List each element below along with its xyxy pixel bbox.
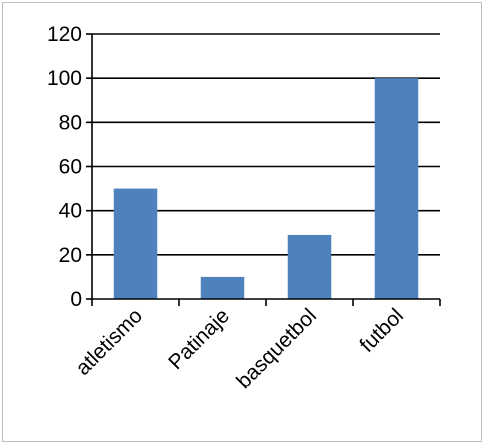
y-tick-label-20: 20 [59, 244, 82, 267]
y-tick-label-40: 40 [59, 200, 82, 223]
x-category-label-atletismo: atletismo [71, 304, 147, 380]
y-tick-labels: 0 20 40 60 80 100 120 [47, 23, 92, 311]
bar-Patinaje [200, 276, 245, 299]
bar-futbol [374, 78, 419, 300]
bar-atletismo [113, 188, 158, 299]
x-category-label-basquetbol: basquetbol [232, 304, 321, 393]
bars [113, 78, 419, 300]
y-tick-label-100: 100 [47, 67, 82, 90]
y-tick-label-60: 60 [59, 156, 82, 179]
x-category-label-Patinaje: Patinaje [164, 304, 234, 374]
y-tick-label-120: 120 [47, 23, 82, 46]
y-tick-label-0: 0 [70, 288, 82, 311]
x-category-label-futbol: futbol [355, 304, 408, 357]
y-tick-label-80: 80 [59, 111, 82, 134]
bar-basquetbol [287, 234, 332, 299]
